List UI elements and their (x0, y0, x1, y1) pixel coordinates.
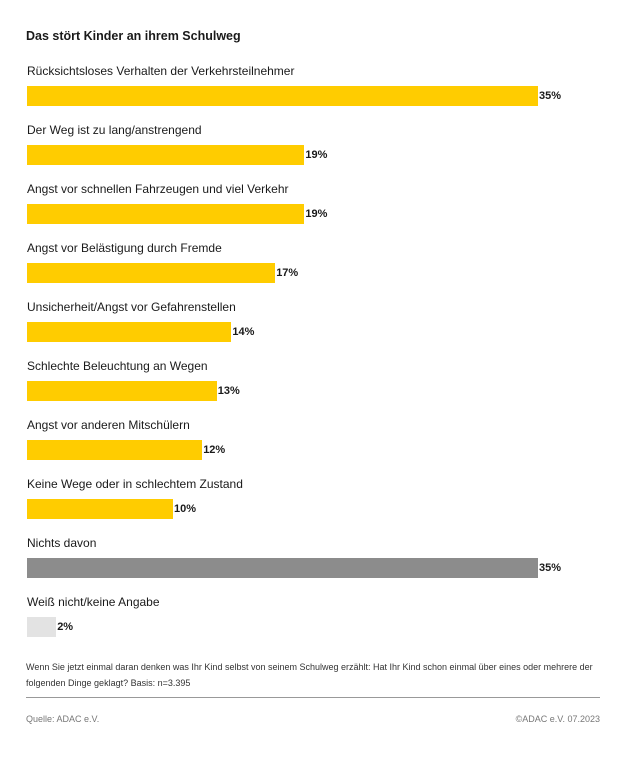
category-label: Unsicherheit/Angst vor Gefahrenstellen (27, 300, 236, 314)
bar (27, 558, 538, 578)
category-label: Rücksichtsloses Verhalten der Verkehrste… (27, 64, 295, 78)
data-label: 13% (217, 385, 240, 397)
bar (27, 499, 173, 519)
category-label: Nichts davon (27, 536, 97, 550)
bar-chart: Rücksichtsloses Verhalten der Verkehrste… (27, 64, 562, 637)
category-label: Der Weg ist zu lang/anstrengend (27, 123, 202, 137)
category-label: Angst vor Belästigung durch Fremde (27, 241, 222, 255)
data-label: 2% (57, 621, 74, 633)
data-label: 19% (305, 149, 328, 161)
bar (27, 263, 276, 283)
chart-title: Das stört Kinder an ihrem Schulweg (26, 29, 241, 43)
bar (27, 381, 217, 401)
bar (27, 322, 232, 342)
bar (27, 617, 57, 637)
data-label: 17% (276, 267, 299, 279)
category-label: Angst vor schnellen Fahrzeugen und viel … (27, 182, 289, 196)
data-label: 19% (305, 208, 328, 220)
data-label: 35% (539, 562, 562, 574)
data-label: 35% (539, 90, 562, 102)
bar (27, 145, 305, 165)
copyright-label: ©ADAC e.V. 07.2023 (515, 714, 600, 724)
category-label: Schlechte Beleuchtung an Wegen (27, 359, 208, 373)
category-label: Keine Wege oder in schlechtem Zustand (27, 477, 243, 491)
source-label: Quelle: ADAC e.V. (26, 714, 100, 724)
data-label: 10% (174, 503, 197, 515)
category-label: Weiß nicht/keine Angabe (27, 595, 160, 609)
bar (27, 86, 538, 106)
bar (27, 204, 305, 224)
category-label: Angst vor anderen Mitschülern (27, 418, 190, 432)
survey-question-note: Wenn Sie jetzt einmal daran denken was I… (26, 662, 593, 688)
footer-divider (26, 697, 600, 698)
data-label: 12% (203, 444, 226, 456)
data-label: 14% (232, 326, 255, 338)
bar (27, 440, 203, 460)
